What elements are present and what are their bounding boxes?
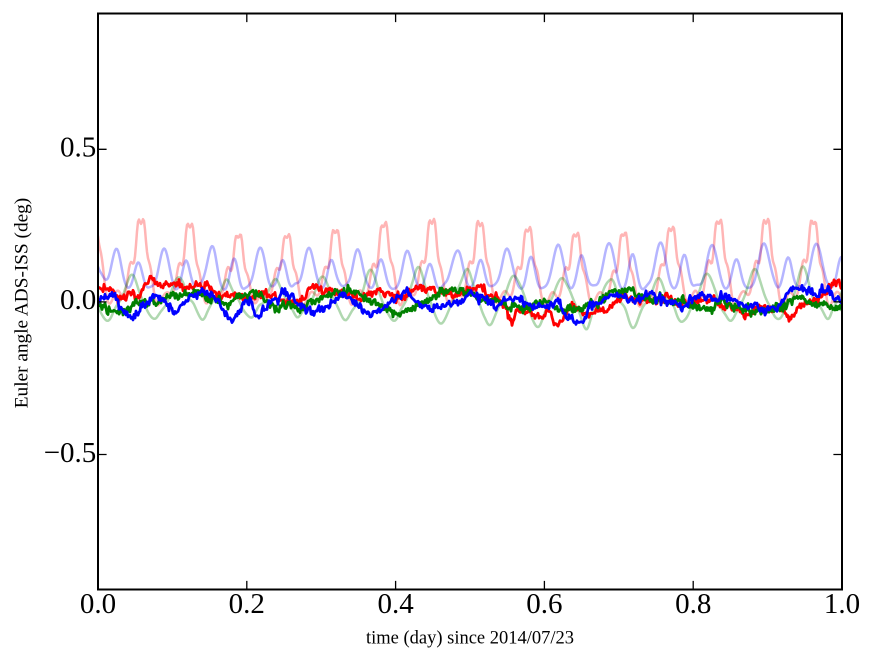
svg-text:1.0: 1.0 xyxy=(824,588,860,620)
svg-text:0.8: 0.8 xyxy=(675,588,711,620)
svg-text:Euler angle ADS-ISS (deg): Euler angle ADS-ISS (deg) xyxy=(12,198,33,408)
svg-text:0.6: 0.6 xyxy=(526,588,562,620)
svg-text:time (day) since 2014/07/23: time (day) since 2014/07/23 xyxy=(366,629,574,649)
svg-text:0.0: 0.0 xyxy=(60,284,96,316)
svg-text:0.0: 0.0 xyxy=(80,588,116,620)
svg-text:0.4: 0.4 xyxy=(377,588,414,620)
svg-text:0.5: 0.5 xyxy=(60,132,96,164)
svg-text:0.2: 0.2 xyxy=(229,588,265,620)
svg-text:−0.5: −0.5 xyxy=(44,437,97,469)
